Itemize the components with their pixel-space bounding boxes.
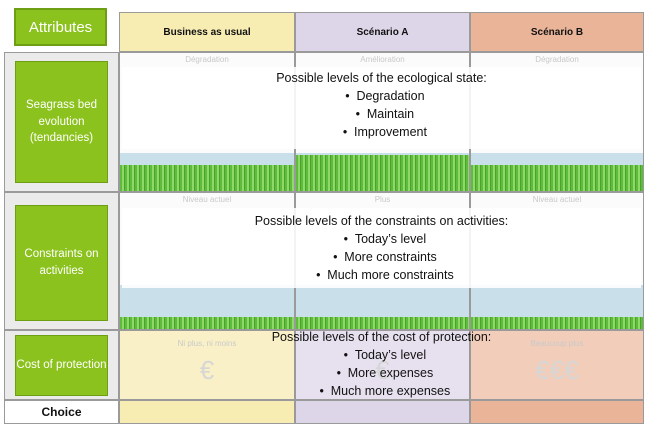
attributes-header: Attributes — [14, 8, 107, 46]
cost-level-item: More expenses — [122, 364, 641, 382]
choice-cell-scenario-b[interactable] — [470, 400, 644, 424]
choice-label: Choice — [41, 405, 82, 419]
constraints-level-item: More constraints — [122, 248, 641, 266]
constraints-level-item: Much more constraints — [122, 266, 641, 284]
faint-label: Ni plus, ni moins — [177, 339, 237, 348]
seagrass-level-item: Improvement — [122, 123, 641, 141]
constraints-levels-list: Today’s level More constraints Much more… — [122, 230, 641, 284]
cost-attribute-box: Cost of protection — [15, 335, 108, 396]
seagrass-attribute-label: Seagrass bed evolution (tendancies) — [26, 98, 97, 145]
column-header-scenario-a: Scénario A — [295, 12, 470, 52]
seagrass-level-item: Degradation — [122, 87, 641, 105]
seagrass-levels-overlay: Possible levels of the ecological state:… — [122, 67, 641, 149]
constraints-level-item: Today’s level — [122, 230, 641, 248]
constraints-attribute-box: Constraints on activities — [15, 205, 108, 321]
seagrass-levels-title: Possible levels of the ecological state: — [276, 71, 487, 85]
seagrass-levels-list: Degradation Maintain Improvement — [122, 87, 641, 141]
column-header-scenario-b: Scénario B — [470, 12, 644, 52]
constraints-attribute-label: Constraints on activities — [24, 248, 99, 277]
faint-label: Amélioration — [360, 55, 405, 64]
faint-label: Beaucoup plus — [530, 339, 584, 348]
cost-level-item: Today’s level — [122, 346, 641, 364]
choice-label-cell: Choice — [4, 400, 119, 424]
attributes-header-label: Attributes — [28, 18, 93, 36]
cost-levels-title: Possible levels of the cost of protectio… — [271, 330, 492, 344]
faint-label: Dégradation — [185, 55, 229, 64]
column-header-label: Business as usual — [163, 26, 251, 38]
constraints-levels-overlay: Possible levels of the constraints on ac… — [122, 208, 641, 288]
row-seagrass-attribute-cell: Seagrass bed evolution (tendancies) — [4, 52, 119, 192]
row-cost-attribute-cell: Cost of protection — [4, 330, 119, 400]
cost-level-item: Much more expenses — [122, 382, 641, 400]
constraints-levels-title: Possible levels of the constraints on ac… — [254, 214, 509, 228]
cost-levels-list: Today’s level More expenses Much more ex… — [122, 346, 641, 400]
seagrass-attribute-box: Seagrass bed evolution (tendancies) — [15, 61, 108, 183]
faint-label: Niveau actuel — [182, 195, 232, 204]
row-constraints-attribute-cell: Constraints on activities — [4, 192, 119, 330]
faint-label: Dégradation — [535, 55, 579, 64]
column-header-label: Scénario A — [356, 26, 409, 38]
faint-label: Plus — [374, 195, 391, 204]
column-header-label: Scénario B — [530, 26, 584, 38]
column-header-business-as-usual: Business as usual — [119, 12, 295, 52]
seagrass-level-item: Maintain — [122, 105, 641, 123]
faint-label: Niveau actuel — [532, 195, 582, 204]
choice-cell-business-as-usual[interactable] — [119, 400, 295, 424]
choice-cell-scenario-a[interactable] — [295, 400, 470, 424]
cost-levels-overlay: Possible levels of the cost of protectio… — [122, 328, 641, 400]
cost-attribute-label: Cost of protection — [16, 359, 107, 372]
